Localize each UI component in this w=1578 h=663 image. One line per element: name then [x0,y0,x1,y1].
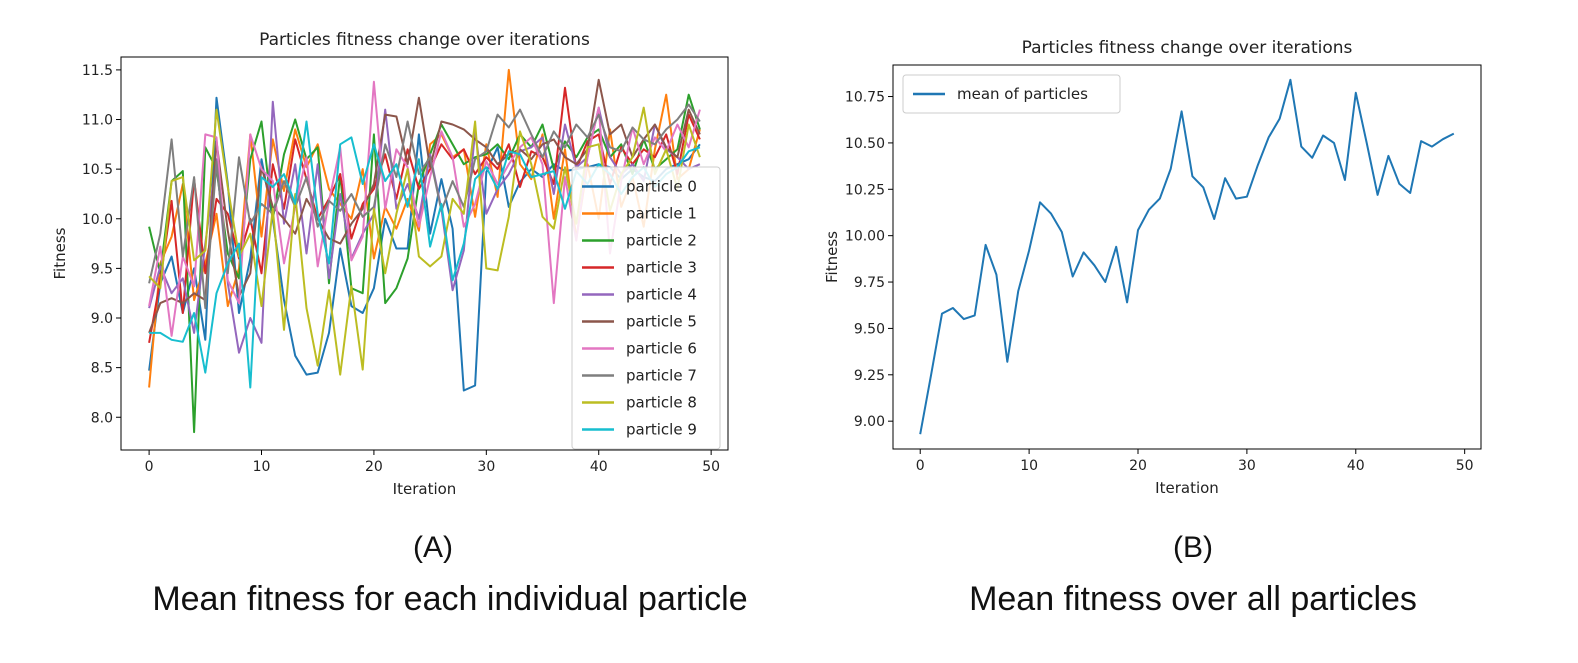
y-tick-label: 11.5 [82,63,113,79]
legend-label: particle 7 [626,367,697,385]
legend-label: particle 3 [626,259,697,277]
legend-label: particle 1 [626,205,697,223]
y-tick-label: 9.75 [854,275,885,291]
y-tick-label: 11.0 [82,113,113,129]
legend-label: particle 2 [626,232,697,250]
y-tick-label: 10.00 [845,229,885,245]
caption-b-letter: (B) [1173,531,1213,564]
series-line-mean-of-particles [919,78,1455,435]
y-tick-label: 9.0 [91,311,113,327]
legend-label: particle 6 [626,340,697,358]
caption-a-text: Mean fitness for each individual particl… [152,580,748,618]
x-axis-label: Iteration [1155,479,1219,497]
legend-box [902,74,1121,114]
x-tick-label: 20 [365,459,383,475]
y-tick-label: 9.5 [91,261,113,277]
legend: mean of particles [902,74,1121,114]
y-tick-label: 9.50 [854,321,885,337]
x-tick-label: 50 [1456,458,1474,474]
x-tick-label: 10 [1020,458,1038,474]
y-tick-label: 10.75 [845,90,885,106]
chart-a: Particles fitness change over iterations… [51,30,729,498]
x-axis-label: Iteration [393,480,457,498]
series-line-particle-7 [148,103,701,310]
legend: particle 0 particle 1 particle 2 particle 3… [571,166,721,450]
legend-label: particle 4 [626,286,697,304]
y-tick-label: 10.25 [845,182,885,198]
x-tick-label: 10 [253,459,271,475]
x-tick-label: 0 [145,459,154,475]
chart-title: Particles fitness change over iterations [1022,38,1353,58]
legend-label: particle 9 [626,421,697,439]
y-tick-label: 10.50 [845,136,885,152]
chart-b: Particles fitness change over iterations… [823,38,1482,497]
caption-b-text: Mean fitness over all particles [969,580,1417,618]
y-axis-label: Fitness [823,231,841,283]
legend-label: particle 0 [626,178,697,196]
x-tick-label: 0 [916,458,925,474]
y-tick-label: 10.0 [82,212,113,228]
y-tick-label: 9.00 [854,414,885,430]
legend-label: mean of particles [957,85,1088,103]
legend-label: particle 5 [626,313,697,331]
series-line-particle-4 [148,100,701,354]
chart-title: Particles fitness change over iterations [259,30,590,50]
x-tick-label: 50 [702,459,720,475]
y-tick-label: 8.5 [91,361,113,377]
series-line-particle-5 [148,78,701,334]
y-tick-label: 9.25 [854,368,885,384]
y-tick-label: 8.0 [91,410,113,426]
x-tick-label: 40 [1347,458,1365,474]
plot-frame [892,64,1482,450]
legend-box [571,166,721,450]
x-tick-label: 40 [590,459,608,475]
x-tick-label: 30 [1238,458,1256,474]
legend-label: particle 8 [626,394,697,412]
plot-frame [120,56,729,451]
x-tick-label: 30 [477,459,495,475]
y-axis-label: Fitness [51,227,69,279]
x-tick-label: 20 [1129,458,1147,474]
caption-a-letter: (A) [413,531,453,564]
y-tick-label: 10.5 [82,162,113,178]
